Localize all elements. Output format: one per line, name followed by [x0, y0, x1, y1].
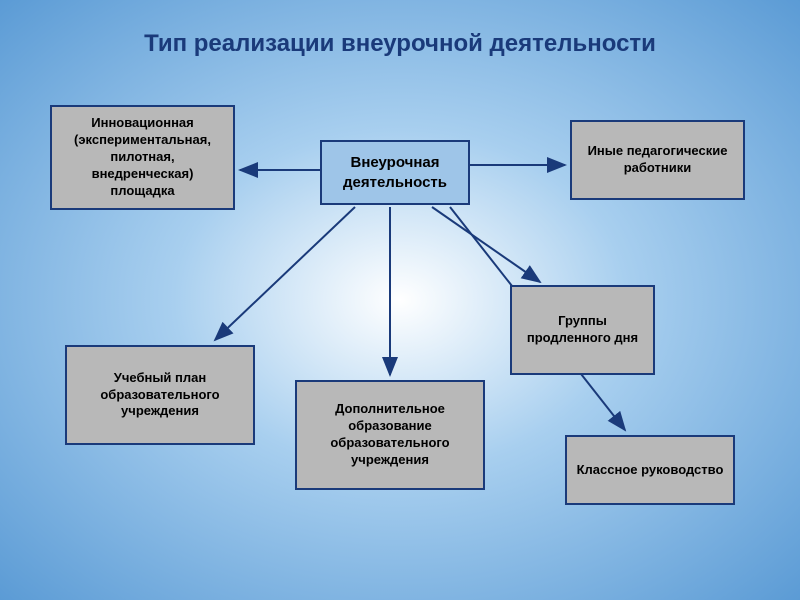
center-node: Внеурочная деятельность	[320, 140, 470, 205]
node-class-mgmt: Классное руководство	[565, 435, 735, 505]
node-additional-edu: Дополнительное образование образовательн…	[295, 380, 485, 490]
node-innovation: Инновационная (экспериментальная, пилотн…	[50, 105, 235, 210]
node-extended-day: Группы продленного дня	[510, 285, 655, 375]
node-other-teachers: Иные педагогические работники	[570, 120, 745, 200]
slide-title: Тип реализации внеурочной деятельности	[0, 30, 800, 58]
slide-background	[0, 0, 800, 600]
node-curriculum: Учебный план образовательного учреждения	[65, 345, 255, 445]
